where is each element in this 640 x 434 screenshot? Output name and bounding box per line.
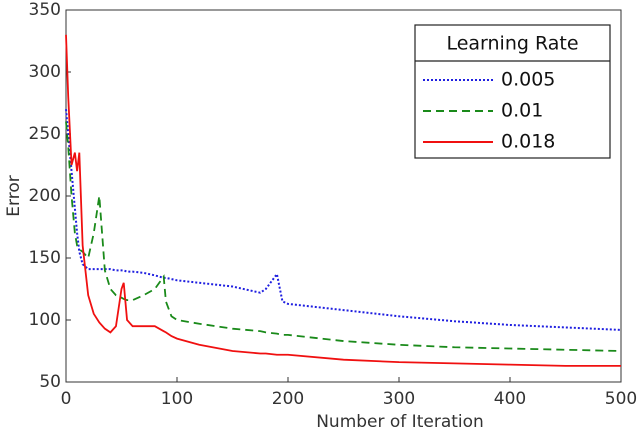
y-tick-label: 100 (29, 310, 61, 330)
x-tick-label: 200 (272, 389, 304, 409)
legend-label: 0.01 (501, 100, 543, 122)
x-tick-label: 300 (383, 389, 415, 409)
legend-title: Learning Rate (446, 33, 578, 55)
legend-label: 0.018 (501, 131, 555, 153)
y-axis-label: Error (4, 175, 24, 216)
series-line (65, 121, 622, 352)
y-tick-label: 150 (29, 248, 61, 268)
y-tick-label: 50 (39, 372, 61, 392)
y-tick-label: 200 (29, 186, 61, 206)
legend-label: 0.005 (501, 69, 555, 91)
y-tick-label: 350 (29, 0, 61, 20)
x-axis-label: Number of Iteration (316, 412, 484, 432)
x-tick-label: 400 (494, 389, 526, 409)
y-tick-label: 250 (29, 124, 61, 144)
x-tick-label: 500 (605, 389, 637, 409)
x-tick-label: 0 (61, 389, 72, 409)
legend-box (414, 24, 611, 159)
series-line (65, 34, 621, 367)
series-line (65, 109, 622, 331)
y-tick-label: 300 (29, 62, 61, 82)
x-tick-label: 100 (161, 389, 193, 409)
